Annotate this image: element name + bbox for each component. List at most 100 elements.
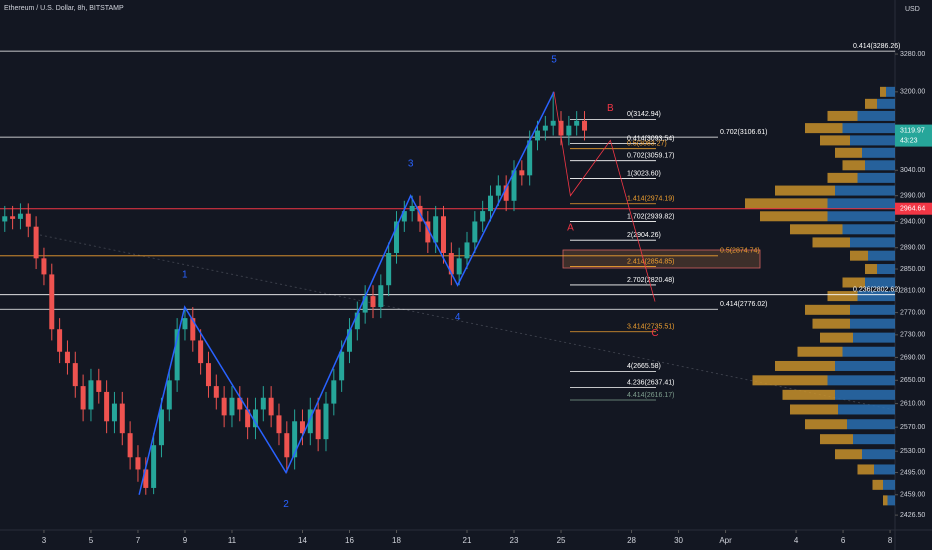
volume-down [865,264,877,275]
candle-body [386,253,392,286]
candle-body [17,213,23,219]
candle-body [339,351,345,381]
x-tick-label: 28 [627,536,636,545]
y-tick-label: 2610.00 [900,400,925,407]
fib-label: 4.236(2637.41) [627,379,674,386]
x-tick-label: 8 [888,536,893,545]
candle-body [198,340,204,364]
volume-up [883,479,895,490]
volume-up [847,419,895,430]
candle-body [127,433,133,458]
y-tick-label: 2530.00 [900,448,925,455]
volume-down [752,375,828,386]
candle-body [527,140,533,176]
candle-body [25,213,31,227]
volume-down [865,98,877,109]
volume-down [782,389,835,400]
volume-down [820,135,850,146]
volume-down [827,172,858,183]
volume-down [820,434,853,445]
fib-label: 4.414(2616.17) [627,392,674,399]
volume-down [775,360,835,371]
y-tick-label: 2770.00 [900,309,925,316]
candle-body [33,226,39,259]
x-tick-label: 3 [42,536,47,545]
volume-down [880,86,886,97]
volume-up [835,389,895,400]
y-tick-label: 2810.00 [900,287,925,294]
volume-up [853,332,895,343]
candle-body [151,445,157,488]
candle-body [221,397,227,416]
candle-body [229,397,235,416]
x-tick-label: Apr [719,536,732,545]
volume-up [835,360,895,371]
volume-up [853,434,895,445]
volume-down [790,404,838,415]
fib-label: 2(2904.26) [627,232,661,239]
chart-title: Ethereum / U.S. Dollar, 8h, BITSTAMP [4,5,124,12]
candle-body [2,216,8,222]
candle-body [252,409,258,428]
x-tick-label: 7 [136,536,141,545]
volume-up [827,198,895,209]
x-tick-label: 18 [392,536,401,545]
volume-up [842,123,895,134]
x-tick-label: 11 [228,536,237,545]
candle-body [268,397,274,416]
candle-body [57,329,63,352]
candle-body [440,216,446,254]
fib-label: 1.702(2939.82) [627,213,674,220]
fib-label: 0.414(3093.54) [627,135,674,142]
price-box-label: 3119.97 [900,127,925,134]
volume-up [842,224,895,235]
candle-body [550,120,556,126]
volume-down [883,495,888,506]
candle-body [237,397,243,410]
candle-body [96,380,102,392]
volume-down [857,464,874,475]
candle-body [495,185,501,196]
volume-up [827,211,895,222]
volume-up [842,346,895,357]
candle-body [331,380,337,404]
volume-up [850,318,895,329]
trend-line [39,234,896,411]
x-tick-label: 30 [674,536,683,545]
candle-body [213,386,219,398]
y-tick-label: 2690.00 [900,354,925,361]
fib-label: 1(3023.60) [627,170,661,177]
fib-label: 2.702(2820.48) [627,277,674,284]
candle-body [299,421,305,434]
wave-label: 2 [283,499,289,510]
candle-body [472,221,478,243]
candle-body [542,125,548,131]
volume-up [850,304,895,315]
volume-profile [745,86,895,506]
volume-down [835,449,862,460]
volume-down [842,160,865,171]
candle-body [10,216,16,219]
y-tick-label: 2426.50 [900,512,925,519]
volume-down [805,123,843,134]
volume-up [835,185,895,196]
volume-up [874,464,895,475]
candle-body [88,380,94,410]
candle-body [284,433,290,458]
fib-label: 4(2665.58) [627,363,661,370]
candle-body [315,409,321,440]
volume-down [827,110,858,121]
volume-down [797,346,843,357]
wave-line [138,91,555,495]
candle-body [535,130,541,141]
x-tick-label: 21 [463,536,472,545]
candle-body [393,221,399,254]
volume-up [865,160,895,171]
candle-body [378,285,384,308]
volume-down [775,185,835,196]
wave-label: C [651,328,658,339]
y-tick-label: 2990.00 [900,193,925,200]
wave-label: 1 [182,270,188,281]
price-box-label: 2964.64 [900,206,925,213]
